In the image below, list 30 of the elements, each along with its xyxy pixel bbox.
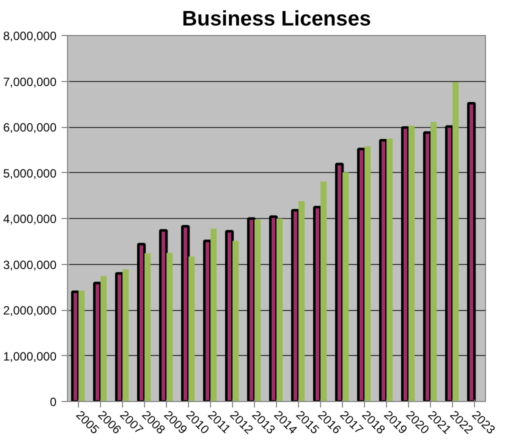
y-tick-label: 8,000,000 (3, 29, 57, 43)
bar (320, 181, 327, 402)
bar (166, 252, 173, 402)
y-tick-label: 4,000,000 (3, 212, 57, 226)
bar (430, 122, 437, 402)
y-tick-label: 0 (50, 395, 57, 409)
bar (298, 201, 305, 402)
y-tick-label: 1,000,000 (3, 349, 57, 364)
bar (181, 225, 190, 402)
bar (386, 138, 393, 402)
bar (467, 102, 476, 402)
bar (232, 240, 239, 402)
bar (254, 219, 261, 402)
bar (452, 82, 459, 402)
y-tick-label: 7,000,000 (3, 74, 57, 89)
bar (100, 276, 107, 402)
y-tick-label: 6,000,000 (3, 120, 57, 134)
chart-title: Business Licenses (182, 8, 372, 30)
y-tick-label: 3,000,000 (3, 258, 57, 272)
y-tick-label: 2,000,000 (3, 304, 57, 318)
bar (210, 228, 217, 402)
bar (144, 253, 151, 402)
bar (188, 256, 195, 402)
bar (364, 146, 371, 402)
bar (342, 172, 349, 402)
bar (78, 290, 85, 402)
bar (408, 126, 415, 402)
bar (276, 218, 283, 402)
y-tick-label: 5,000,000 (3, 166, 57, 180)
bar (122, 269, 129, 402)
